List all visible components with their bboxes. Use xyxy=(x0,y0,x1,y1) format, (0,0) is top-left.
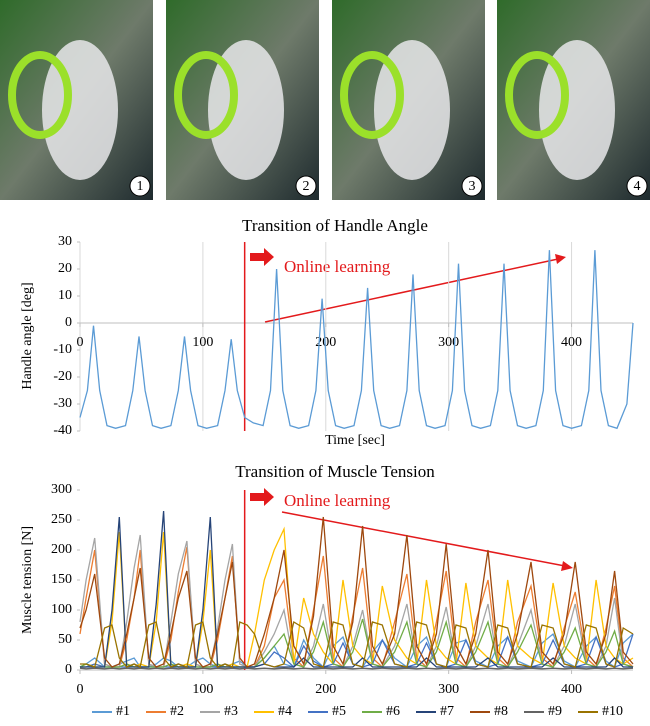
annotation: Online learning xyxy=(284,491,391,510)
data-line xyxy=(80,620,634,668)
x-tick-label: 300 xyxy=(438,335,459,350)
legend-label: #9 xyxy=(548,704,562,719)
legend-label: #2 xyxy=(170,704,184,719)
steering-wheel xyxy=(340,51,404,139)
legend-label: #7 xyxy=(440,704,454,719)
steering-wheel xyxy=(174,51,238,139)
y-tick-label: 0 xyxy=(65,662,72,677)
y-tick-label: 100 xyxy=(51,602,72,617)
legend-label: #4 xyxy=(278,704,292,719)
legend-label: #10 xyxy=(602,704,623,719)
x-tick-label: 0 xyxy=(77,335,84,350)
photo-number: 1 xyxy=(137,179,144,194)
x-tick-label: 300 xyxy=(438,682,459,697)
y-axis-label: Handle angle [deg] xyxy=(20,282,35,389)
photo-strip: 1 2 3 4 xyxy=(0,0,650,200)
x-tick-label: 100 xyxy=(192,335,213,350)
photo-number: 2 xyxy=(303,179,310,194)
photo-badge xyxy=(295,175,317,197)
steering-wheel xyxy=(8,51,72,139)
x-tick-label: 200 xyxy=(315,682,336,697)
y-tick-label: 0 xyxy=(65,315,72,330)
photo-badge xyxy=(626,175,648,197)
y-tick-label: 200 xyxy=(51,542,72,557)
data-line xyxy=(79,516,634,668)
y-tick-label: 10 xyxy=(58,288,72,303)
x-axis-label: Time [sec] xyxy=(325,433,385,448)
photo-number: 4 xyxy=(634,179,641,194)
y-tick-label: -40 xyxy=(53,423,72,438)
x-tick-label: 0 xyxy=(77,682,84,697)
x-tick-label: 400 xyxy=(561,335,582,350)
photo-badge xyxy=(461,175,483,197)
y-tick-label: 20 xyxy=(58,261,72,276)
y-tick-label: 300 xyxy=(51,482,72,497)
steering-wheel xyxy=(505,51,569,139)
x-tick-label: 400 xyxy=(561,682,582,697)
x-tick-label: 200 xyxy=(315,335,336,350)
legend-label: #1 xyxy=(116,704,130,719)
y-axis-label: Muscle tension [N] xyxy=(20,526,35,634)
y-tick-label: -20 xyxy=(53,369,72,384)
annotation-arrows xyxy=(250,248,573,571)
annotation: Online learning xyxy=(284,257,391,276)
chart-title: Transition of Muscle Tension xyxy=(235,462,435,481)
legend-label: #6 xyxy=(386,704,400,719)
y-tick-label: -30 xyxy=(53,396,72,411)
photo-badge xyxy=(129,175,151,197)
y-tick-label: 50 xyxy=(58,632,72,647)
y-tick-label: -10 xyxy=(53,342,72,357)
photo-number: 3 xyxy=(469,179,476,194)
legend-label: #8 xyxy=(494,704,508,719)
legend-label: #5 xyxy=(332,704,346,719)
legend: #1 #2 #3 #4 #5 #6 #7 #8 #9 #10 xyxy=(92,704,623,719)
x-tick-label: 100 xyxy=(192,682,213,697)
y-tick-label: 30 xyxy=(58,234,72,249)
y-tick-label: 150 xyxy=(51,572,72,587)
data-line xyxy=(79,667,634,670)
legend-label: #3 xyxy=(224,704,238,719)
data-line xyxy=(79,250,634,430)
chart-title: Transition of Handle Angle xyxy=(242,216,428,235)
y-tick-label: 250 xyxy=(51,512,72,527)
